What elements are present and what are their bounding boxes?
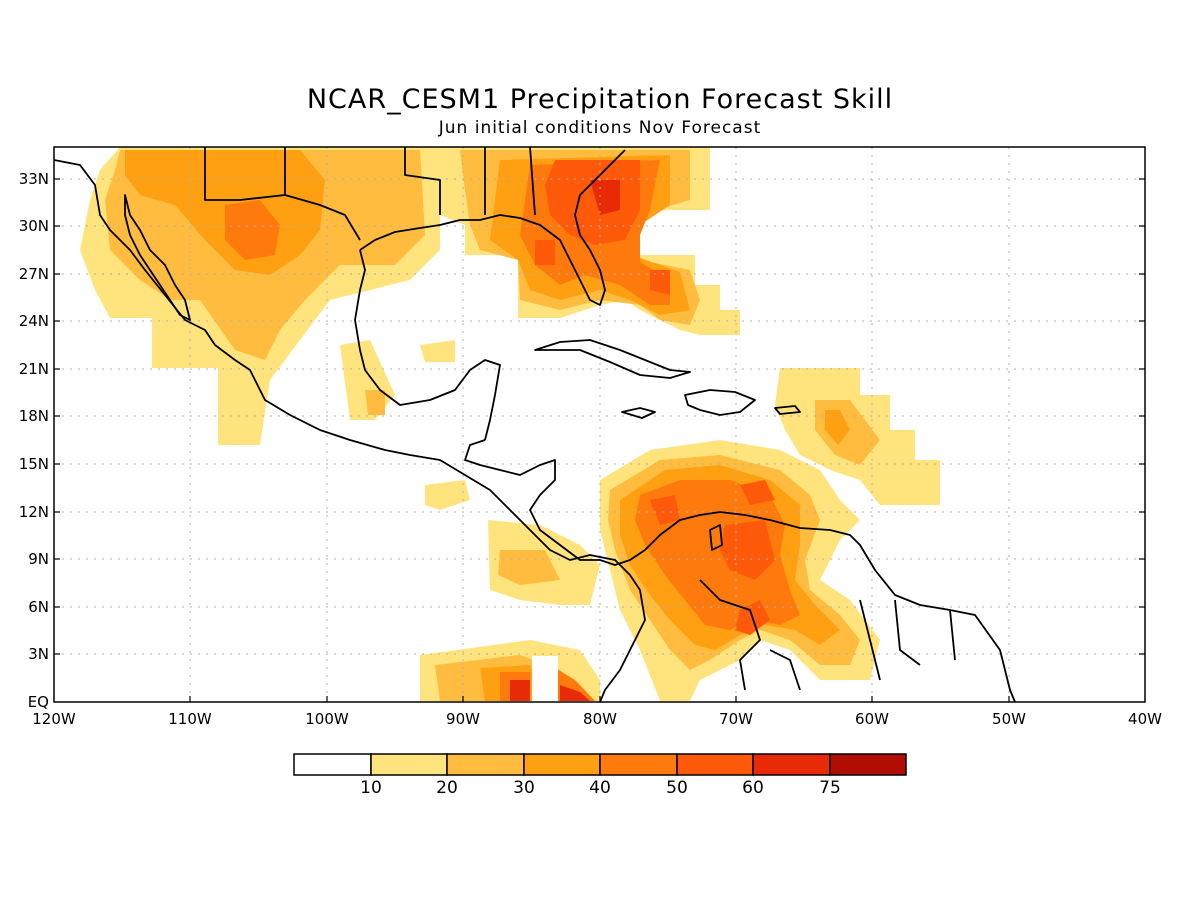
cuba <box>534 339 691 379</box>
lon-label: 90W <box>446 710 480 728</box>
us-gulf-coast <box>359 149 626 306</box>
lat-tick-labels: 33N 30N 27N 24N 21N 18N 15N 12N 9N 6N 3N… <box>19 170 49 711</box>
colorbar-label: 60 <box>742 778 764 798</box>
colorbar-label: 20 <box>436 778 458 798</box>
colorbar-swatch <box>293 753 372 776</box>
lon-label: 100W <box>305 710 349 728</box>
skill-region-mexico <box>54 147 455 445</box>
lon-tick-marks <box>189 696 1010 702</box>
gulf-coast-mexico <box>354 249 501 441</box>
lat-label: 27N <box>19 265 49 283</box>
colorbar-swatch <box>829 753 907 776</box>
skill-shading <box>54 147 940 701</box>
colorbar-label: 75 <box>819 778 841 798</box>
lat-label: 18N <box>19 407 49 425</box>
south-america-borders <box>599 579 956 702</box>
lon-label: 80W <box>583 710 617 728</box>
colorbar-swatch <box>599 753 678 776</box>
central-america <box>464 439 646 566</box>
lat-label: EQ <box>28 693 49 711</box>
south-america-coast <box>644 511 1016 702</box>
skill-region-eastern-pacific <box>420 480 600 701</box>
lon-label: 60W <box>855 710 889 728</box>
pacific-coast-mexico <box>54 159 641 591</box>
colorbar-swatch <box>523 753 601 776</box>
colorbar-label: 50 <box>666 778 688 798</box>
colorbar-swatch <box>446 753 525 776</box>
coastlines <box>54 147 1016 702</box>
lon-label: 40W <box>1128 710 1162 728</box>
colorbar-swatch <box>752 753 831 776</box>
lat-label: 6N <box>28 598 49 616</box>
colorbar: 10 20 30 40 50 60 75 <box>293 753 907 798</box>
lon-label: 110W <box>168 710 212 728</box>
lat-label: 15N <box>19 455 49 473</box>
lon-tick-labels: 120W 110W 100W 90W 80W 70W 60W 50W 40W <box>32 710 1162 728</box>
colorbar-label: 30 <box>513 778 535 798</box>
lat-label: 30N <box>19 217 49 235</box>
lake-maracaibo <box>709 524 723 551</box>
lat-label: 24N <box>19 312 49 330</box>
jamaica <box>621 407 656 419</box>
lat-tick-marks <box>54 178 1145 655</box>
colorbar-label: 10 <box>360 778 382 798</box>
lon-label: 120W <box>32 710 76 728</box>
skill-region-florida <box>440 147 740 335</box>
colorbar-label: 40 <box>589 778 611 798</box>
lon-label: 50W <box>992 710 1026 728</box>
hispaniola <box>684 389 756 416</box>
map-subtitle: Jun initial conditions Nov Forecast <box>438 118 762 138</box>
map-title: NCAR_CESM1 Precipitation Forecast Skill <box>306 84 894 115</box>
lat-label: 33N <box>19 170 49 188</box>
us-state-borders <box>204 147 536 241</box>
lon-label: 70W <box>719 710 753 728</box>
colorbar-swatch <box>676 753 754 776</box>
lat-label: 21N <box>19 360 49 378</box>
colorbar-swatch <box>370 753 448 776</box>
lat-label: 3N <box>28 645 49 663</box>
lat-label: 9N <box>28 550 49 568</box>
baja-peninsula <box>124 194 191 321</box>
lat-label: 12N <box>19 503 49 521</box>
puerto-rico <box>774 405 801 415</box>
graticule <box>54 147 1145 702</box>
